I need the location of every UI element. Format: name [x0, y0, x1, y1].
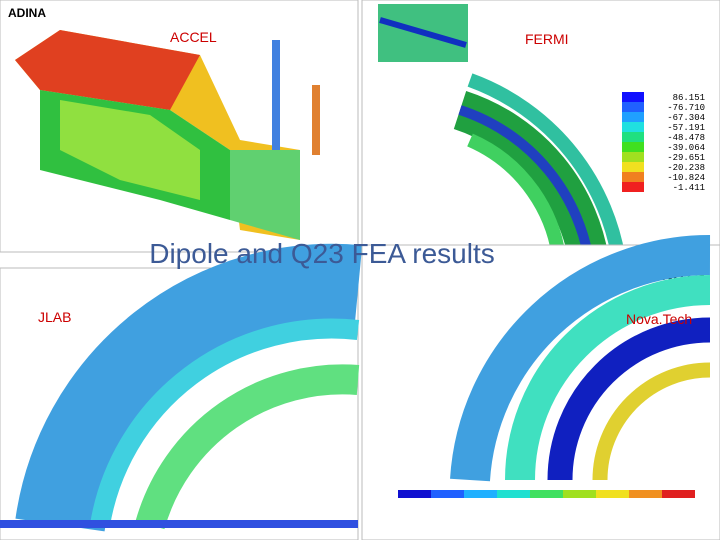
fermi-model: [378, 4, 627, 271]
novatech-model: [398, 234, 711, 498]
accel-model: [15, 30, 320, 240]
fermi-legend: 86.151-76.710-67.304-57.191-48.478-39.06…: [667, 93, 705, 193]
legend-value: -10.824: [667, 173, 705, 183]
panel-label: ACCEL: [170, 29, 217, 45]
legend-value: -20.238: [667, 163, 705, 173]
legend-value: -1.411: [673, 183, 705, 193]
panel-label: FERMI: [525, 31, 569, 47]
panel-label: JLAB: [38, 309, 71, 325]
legend-value: -57.191: [667, 123, 705, 133]
software-name: ADINA: [8, 6, 46, 20]
fermi-color-legend: [622, 92, 644, 192]
panel-label: Nova.Tech: [626, 311, 692, 327]
legend-value: -29.651: [667, 153, 705, 163]
jlab-model: [0, 243, 363, 533]
legend-value: -39.064: [667, 143, 705, 153]
legend-value: -48.478: [667, 133, 705, 143]
legend-value: -67.304: [667, 113, 705, 123]
legend-value: 86.151: [673, 93, 705, 103]
legend-value: -76.710: [667, 103, 705, 113]
novatech-colorbar: [398, 490, 695, 498]
slide-title: Dipole and Q23 FEA results: [149, 238, 495, 269]
